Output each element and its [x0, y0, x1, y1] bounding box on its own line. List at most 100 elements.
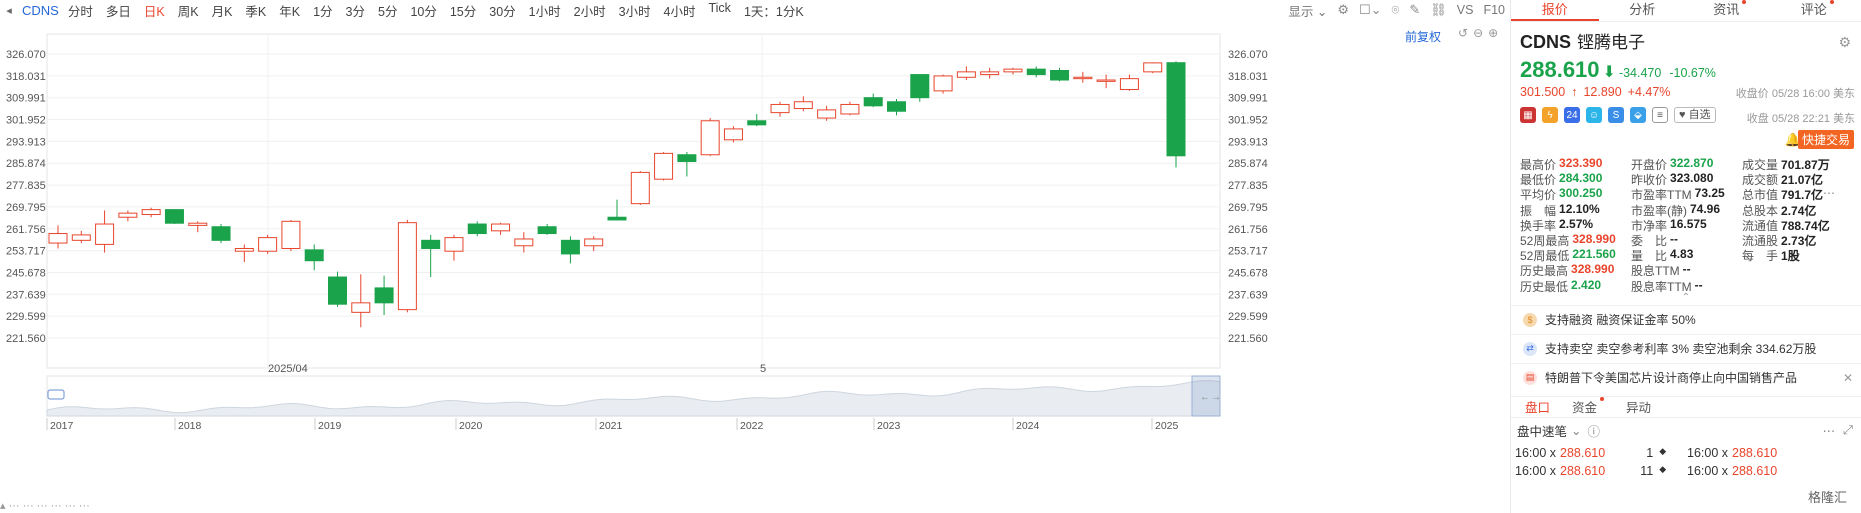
- stat-cell: 成交额 21.07亿: [1742, 171, 1852, 188]
- notification-dot: [1600, 397, 1605, 402]
- period-tab[interactable]: 多日: [105, 4, 131, 19]
- period-tab[interactable]: 1分: [313, 4, 333, 19]
- price-tick-label: 326.070: [1228, 49, 1268, 61]
- info-row[interactable]: ⇄ 支持卖空 卖空参考利率 3% 卖空池剩余 334.62万股: [1511, 333, 1861, 363]
- undo-icon[interactable]: ↺: [1458, 26, 1469, 40]
- zoom-in-icon[interactable]: ⊕: [1488, 26, 1499, 40]
- us-flag-icon[interactable]: ▦: [1520, 107, 1536, 123]
- chevron-down-icon[interactable]: ⌄: [1571, 424, 1582, 439]
- info-rows: $ 支持融资 融资保证金率 50% ⇄ 支持卖空 卖空参考利率 3% 卖空池剩余 33…: [1511, 304, 1861, 392]
- f10-button[interactable]: F10: [1483, 3, 1505, 17]
- candle-up: [723, 128, 743, 141]
- period-tab[interactable]: 10分: [410, 4, 437, 19]
- draw-icon[interactable]: ✎: [1409, 2, 1421, 17]
- period-tab[interactable]: Tick: [708, 0, 731, 15]
- sub-tab[interactable]: 资金: [1572, 397, 1605, 416]
- collapse-icon[interactable]: ◂: [6, 4, 12, 17]
- speed-title[interactable]: 盘中速笔: [1517, 425, 1568, 440]
- period-tab[interactable]: 季K: [245, 4, 267, 19]
- zoom-out-icon[interactable]: ⊖: [1473, 26, 1484, 40]
- settings-icon[interactable]: ⚙: [1337, 2, 1349, 17]
- info-row[interactable]: $ 支持融资 融资保证金率 50%: [1511, 304, 1861, 334]
- bell-icon[interactable]: 🔔: [1784, 132, 1801, 147]
- price-tick-label-left: 301.952: [6, 115, 46, 127]
- panel-tab[interactable]: 报价: [1511, 0, 1599, 21]
- stat-value: 328.990: [1571, 262, 1615, 277]
- period-tab[interactable]: 1天：1分K: [743, 4, 804, 19]
- watermark: 格隆汇: [1807, 490, 1847, 505]
- info-text: 支持卖空 卖空参考利率 3% 卖空池剩余 334.62万股: [1545, 342, 1817, 357]
- stats-row: 平均价 300.250 市盈率TTM 73.25 总市值 791.7亿 ⋯: [1520, 186, 1861, 202]
- panel-tab[interactable]: 评论: [1774, 0, 1861, 21]
- stock-name: 铿腾电子: [1577, 33, 1646, 52]
- panel-tab-label: 资讯: [1713, 2, 1740, 17]
- period-tab[interactable]: 分时: [67, 4, 93, 19]
- favorite-button[interactable]: ♥ 自选: [1674, 107, 1716, 123]
- candle-up: [351, 302, 371, 313]
- period-tab[interactable]: 5分: [378, 4, 398, 19]
- fast-trade-button[interactable]: 快捷交易: [1797, 130, 1854, 149]
- info-row[interactable]: ▤ 特朗普下令美国芯片设计商停止向中国销售产品 ✕: [1511, 362, 1861, 392]
- link-icon[interactable]: ⛓: [1430, 2, 1447, 17]
- s-icon[interactable]: S: [1608, 107, 1624, 123]
- price-tick-label: 318.031: [1228, 71, 1268, 83]
- candle-up: [444, 237, 464, 252]
- sub-tab[interactable]: 盘口: [1525, 397, 1550, 416]
- adjust-button[interactable]: 前复权: [1405, 30, 1442, 44]
- doc-icon[interactable]: ≡: [1652, 107, 1668, 123]
- kline-chart-area[interactable]: 326.070 326.070 318.031 318.031 309.991 309.9…: [0, 20, 1505, 450]
- candle-up: [817, 109, 837, 119]
- notification-dot: [1829, 0, 1834, 4]
- 24h-icon[interactable]: 24: [1564, 107, 1580, 123]
- candle-up: [1119, 78, 1139, 91]
- tag-icon[interactable]: ⬙: [1630, 107, 1646, 123]
- camera-icon[interactable]: ⌾: [1391, 2, 1400, 17]
- more-icon[interactable]: ⋯: [1823, 186, 1836, 201]
- info-icon[interactable]: ⓘ: [1587, 425, 1601, 440]
- period-tab[interactable]: 30分: [489, 4, 516, 19]
- candle-up: [234, 247, 254, 252]
- period-tab[interactable]: 3小时: [618, 4, 651, 19]
- sub-tab[interactable]: 异动: [1626, 397, 1651, 416]
- toolbar-symbol[interactable]: CDNS: [22, 2, 59, 18]
- stat-label: 流通值: [1742, 218, 1779, 233]
- display-menu[interactable]: 显示 ⌄: [1288, 4, 1328, 19]
- candle-down: [537, 226, 557, 235]
- expand-icon[interactable]: ⤢: [1842, 423, 1853, 438]
- smile-icon[interactable]: ☺: [1586, 107, 1602, 123]
- period-tab[interactable]: 15分: [449, 4, 477, 19]
- collapse-chevron-icon[interactable]: ⌃: [1681, 291, 1691, 303]
- close-icon[interactable]: ✕: [1842, 370, 1853, 385]
- period-tab[interactable]: 4小时: [663, 4, 696, 19]
- stat-value: 21.07亿: [1781, 173, 1824, 188]
- period-tab[interactable]: 月K: [211, 4, 233, 19]
- panel-tab[interactable]: 资讯: [1686, 0, 1774, 21]
- candle-up: [630, 171, 650, 205]
- more-icon[interactable]: ⋯: [1822, 424, 1836, 439]
- lightning-icon[interactable]: ϟ: [1542, 107, 1558, 123]
- panel-tab[interactable]: 分析: [1599, 0, 1687, 21]
- period-tab[interactable]: 周K: [177, 4, 199, 19]
- gear-icon[interactable]: ⚙: [1838, 34, 1851, 50]
- period-tab[interactable]: 日K: [143, 4, 165, 19]
- period-tab[interactable]: 3分: [345, 4, 365, 19]
- period-tab[interactable]: 年K: [279, 4, 301, 19]
- layout-icon[interactable]: ☐⌄: [1358, 2, 1382, 17]
- nav-left-icon: ←: [1200, 392, 1210, 403]
- stat-cell: 流通值 788.74亿: [1742, 217, 1852, 233]
- kline-chart[interactable]: 326.070 326.070 318.031 318.031 309.991 309.9…: [0, 20, 1505, 450]
- stat-label: 换手率: [1520, 218, 1557, 233]
- price-tick-label-left: 261.756: [6, 224, 46, 236]
- period-tab[interactable]: 2小时: [573, 4, 606, 19]
- period-tab[interactable]: 1小时: [528, 4, 561, 19]
- stat-value: 74.96: [1690, 201, 1721, 216]
- indicator-strip: ▴ ··· ··· ··· ··· ··· ···: [0, 500, 90, 512]
- info-text: 支持融资 融资保证金率 50%: [1545, 313, 1696, 328]
- candle-down: [1166, 62, 1186, 157]
- date-tick-label: 2025/04: [268, 363, 308, 375]
- stat-cell: 每 手 1股: [1742, 247, 1852, 263]
- candle-up: [700, 120, 720, 156]
- vs-button[interactable]: VS: [1456, 3, 1474, 17]
- candle-up: [584, 238, 604, 247]
- price-tick-label-left: 293.913: [6, 136, 46, 148]
